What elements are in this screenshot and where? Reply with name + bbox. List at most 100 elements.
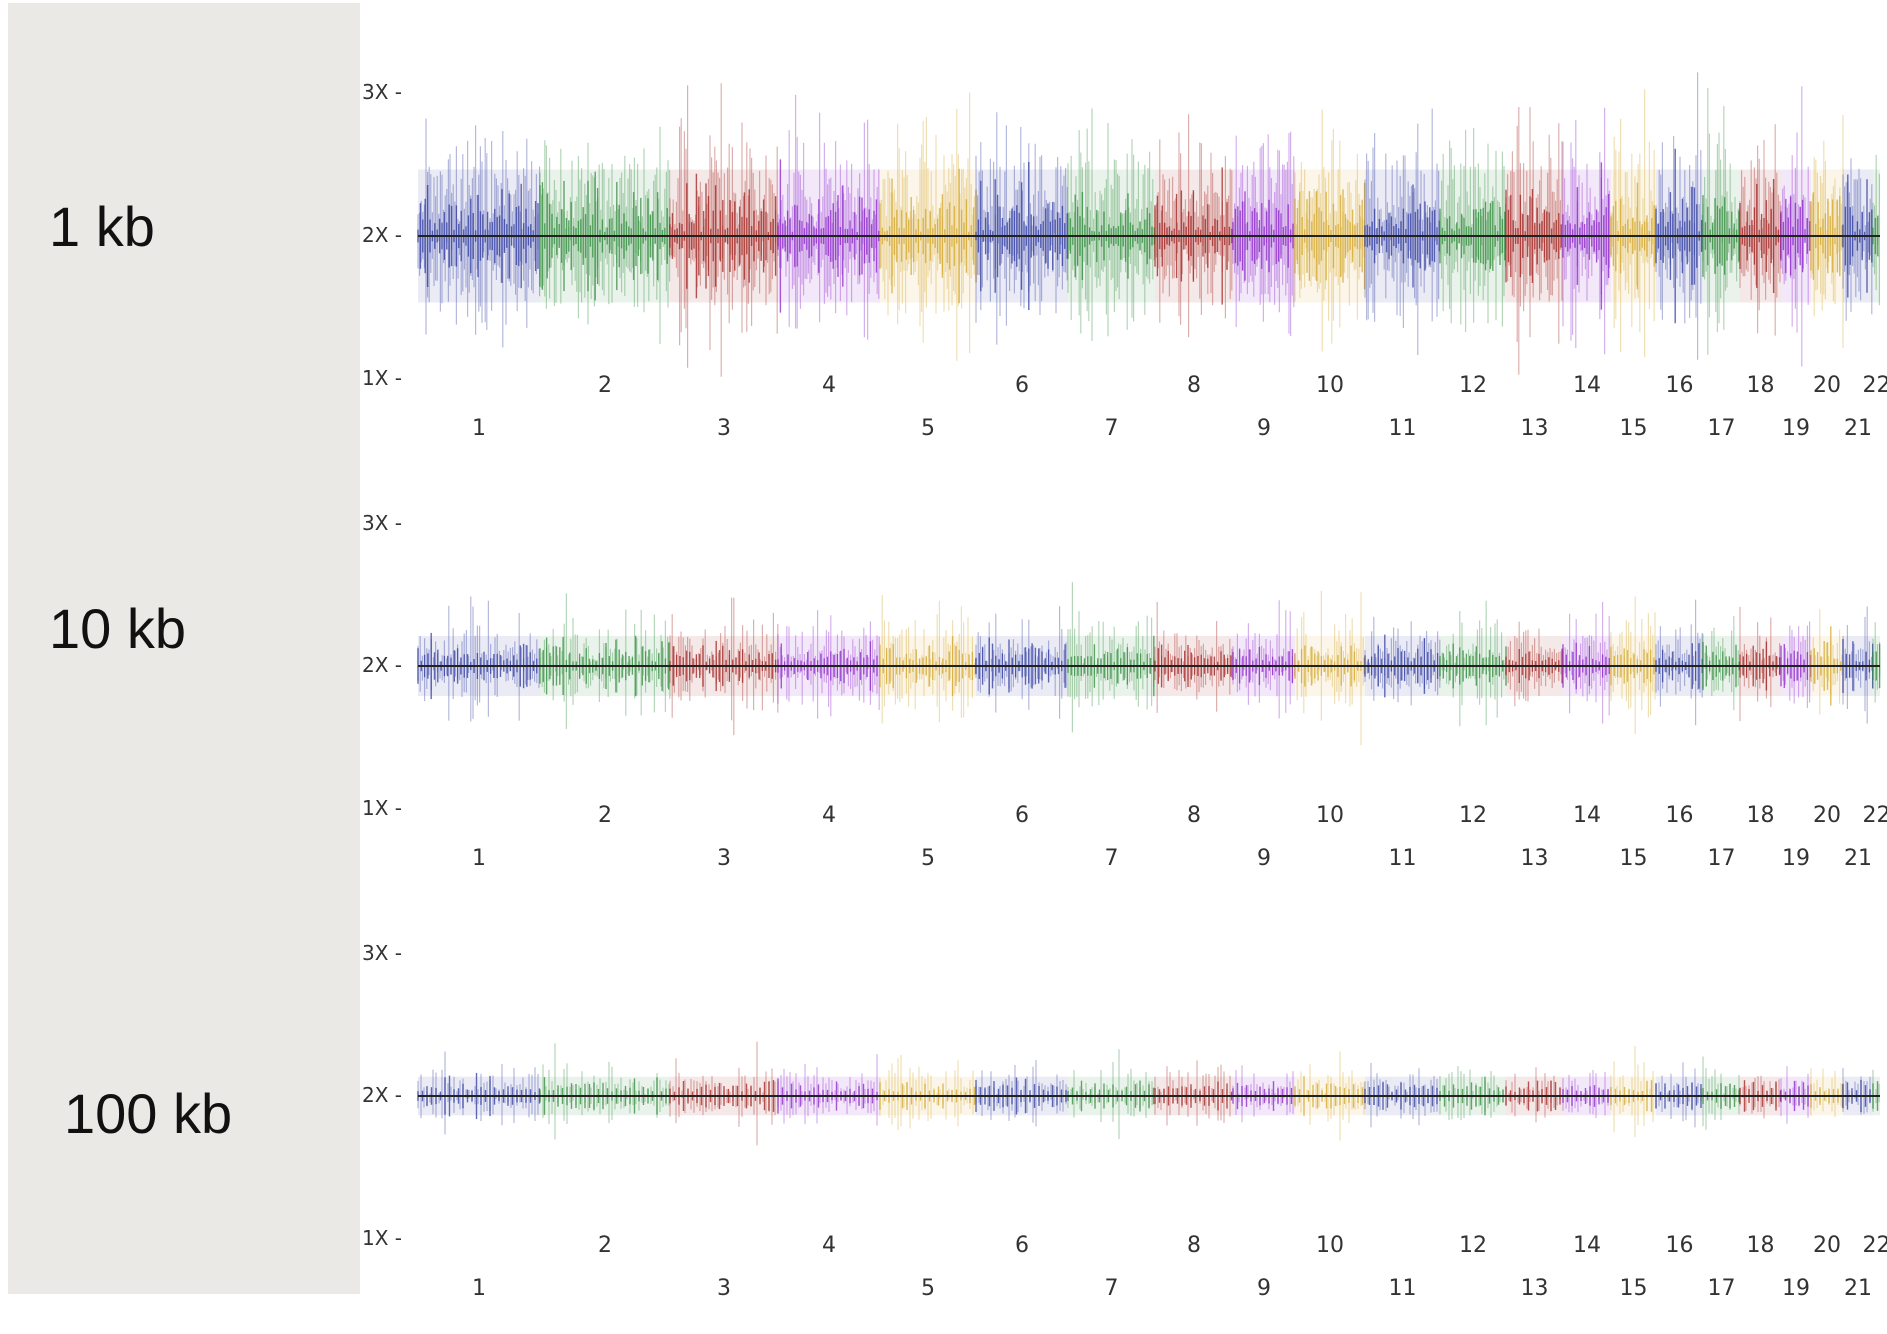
y-tick-label-3x: 3X - xyxy=(362,511,402,535)
chromosome-1-signal xyxy=(417,1051,541,1135)
chromosome-19-signal xyxy=(1780,1066,1811,1124)
chromosome-11-signal xyxy=(1364,108,1441,355)
chromosome-label-4: 4 xyxy=(822,803,836,828)
chromosome-11-signal xyxy=(1364,616,1441,706)
chromosome-label-18: 18 xyxy=(1747,373,1775,398)
resolution-label-panel: 1 kb 10 kb 100 kb xyxy=(8,3,360,1294)
chromosome-17-signal xyxy=(1702,1056,1740,1130)
chromosome-label-10: 10 xyxy=(1316,373,1344,398)
chromosome-label-9: 9 xyxy=(1257,416,1271,441)
chromosome-label-6: 6 xyxy=(1015,373,1029,398)
chromosome-label-21: 21 xyxy=(1844,416,1872,441)
chromosome-19-signal xyxy=(1780,621,1812,709)
chromosome-label-3: 3 xyxy=(717,846,731,871)
chromosome-22-signal xyxy=(1872,622,1881,703)
chromosome-label-22: 22 xyxy=(1863,373,1887,398)
chromosome-label-17: 17 xyxy=(1708,1276,1736,1301)
chromosome-label-22: 22 xyxy=(1863,1233,1887,1258)
chromosome-7-signal xyxy=(1067,1049,1155,1140)
chromosome-5-signal xyxy=(879,595,977,724)
chromosome-label-12: 12 xyxy=(1459,1233,1487,1258)
chromosome-label-16: 16 xyxy=(1666,1233,1694,1258)
chromosome-8-signal xyxy=(1154,1060,1233,1126)
chromosome-label-12: 12 xyxy=(1459,803,1487,828)
chromosome-label-10: 10 xyxy=(1316,803,1344,828)
chromosome-label-15: 15 xyxy=(1620,1276,1648,1301)
chromosome-label-20: 20 xyxy=(1813,803,1841,828)
chromosome-label-4: 4 xyxy=(822,373,836,398)
chromosome-label-7: 7 xyxy=(1105,846,1119,871)
chromosome-label-3: 3 xyxy=(717,1276,731,1301)
chromosome-label-17: 17 xyxy=(1708,416,1736,441)
chromosome-17-signal xyxy=(1702,616,1741,711)
y-tick-label-1x: 1X - xyxy=(362,796,402,820)
chromosome-16-signal xyxy=(1655,72,1704,360)
resolution-label-100kb: 100 kb xyxy=(64,1082,233,1145)
chromosome-label-16: 16 xyxy=(1666,373,1694,398)
chromosome-10-signal xyxy=(1294,590,1366,746)
chromosome-15-signal xyxy=(1610,89,1657,357)
chromosome-9-signal xyxy=(1232,600,1296,719)
chromosome-label-15: 15 xyxy=(1620,416,1648,441)
chromosome-21-signal xyxy=(1842,1068,1873,1116)
chromosome-label-2: 2 xyxy=(598,373,612,398)
chromosome-label-20: 20 xyxy=(1813,1233,1841,1258)
chromosome-label-21: 21 xyxy=(1844,846,1872,871)
chromosome-14-signal xyxy=(1562,601,1611,724)
chromosome-label-10: 10 xyxy=(1316,1233,1344,1258)
chromosome-2-signal xyxy=(539,593,671,729)
chromosome-10-signal xyxy=(1294,109,1366,352)
chromosome-label-19: 19 xyxy=(1782,846,1810,871)
chromosome-label-14: 14 xyxy=(1573,803,1601,828)
chromosome-13-signal xyxy=(1505,107,1563,375)
chromosome-12-signal xyxy=(1439,1066,1506,1121)
chromosome-label-18: 18 xyxy=(1747,803,1775,828)
chromosome-label-1: 1 xyxy=(472,846,486,871)
chromosome-18-signal xyxy=(1739,1075,1782,1119)
chromosome-21-signal xyxy=(1842,158,1873,321)
chromosome-label-15: 15 xyxy=(1620,846,1648,871)
chromosome-label-12: 12 xyxy=(1459,373,1487,398)
chromosome-4-signal xyxy=(777,610,880,719)
chromosome-22-signal xyxy=(1872,1069,1880,1116)
chromosome-9-signal xyxy=(1232,1065,1295,1123)
chromosome-label-8: 8 xyxy=(1187,1233,1201,1258)
chromosome-9-signal xyxy=(1232,131,1295,337)
chromosome-3-signal xyxy=(669,1041,778,1146)
chromosome-label-13: 13 xyxy=(1521,416,1549,441)
y-tick-label-2x: 2X - xyxy=(362,223,402,247)
chromosome-4-signal xyxy=(777,1054,880,1126)
chromosome-1-signal xyxy=(417,596,540,722)
chromosome-6-signal xyxy=(975,112,1068,345)
chromosome-label-16: 16 xyxy=(1666,803,1694,828)
chromosome-16-signal xyxy=(1655,599,1703,726)
chromosome-label-9: 9 xyxy=(1257,846,1271,871)
chromosome-20-signal xyxy=(1810,1068,1844,1117)
chromosome-label-6: 6 xyxy=(1015,803,1029,828)
chromosome-3-signal xyxy=(669,83,779,377)
chromosome-18-signal xyxy=(1739,606,1781,722)
chromosome-label-14: 14 xyxy=(1573,1233,1601,1258)
chromosome-18-signal xyxy=(1739,124,1782,336)
chromosome-19-signal xyxy=(1780,86,1811,367)
copy-number-panel-1: 3X -2X -1X -2 4 6 8 10 12 14 16 18 20 221 3 5 7 9 11 13 1… xyxy=(362,72,1887,441)
chromosome-7-signal xyxy=(1067,108,1156,341)
chromosome-label-3: 3 xyxy=(717,416,731,441)
chromosome-label-19: 19 xyxy=(1782,416,1810,441)
copy-number-panel-3: 3X -2X -1X -2 4 6 8 10 12 14 16 18 20 221 3 5 7 9 11 13 1… xyxy=(362,941,1887,1301)
chromosome-label-5: 5 xyxy=(921,416,935,441)
y-tick-label-3x: 3X - xyxy=(362,941,402,965)
chromosome-label-11: 11 xyxy=(1389,416,1417,441)
chromosome-6-signal xyxy=(975,606,1068,719)
resolution-label-1kb: 1 kb xyxy=(49,195,155,258)
y-tick-label-2x: 2X - xyxy=(362,653,402,677)
chromosome-label-5: 5 xyxy=(921,1276,935,1301)
chromosome-15-signal xyxy=(1610,596,1656,734)
chromosome-8-signal xyxy=(1154,114,1233,338)
chromosome-14-signal xyxy=(1562,107,1612,355)
chromosome-label-13: 13 xyxy=(1521,846,1549,871)
chromosome-12-signal xyxy=(1439,128,1507,332)
chromosome-label-6: 6 xyxy=(1015,1233,1029,1258)
chromosome-17-signal xyxy=(1702,87,1741,355)
chromosome-label-18: 18 xyxy=(1747,1233,1775,1258)
